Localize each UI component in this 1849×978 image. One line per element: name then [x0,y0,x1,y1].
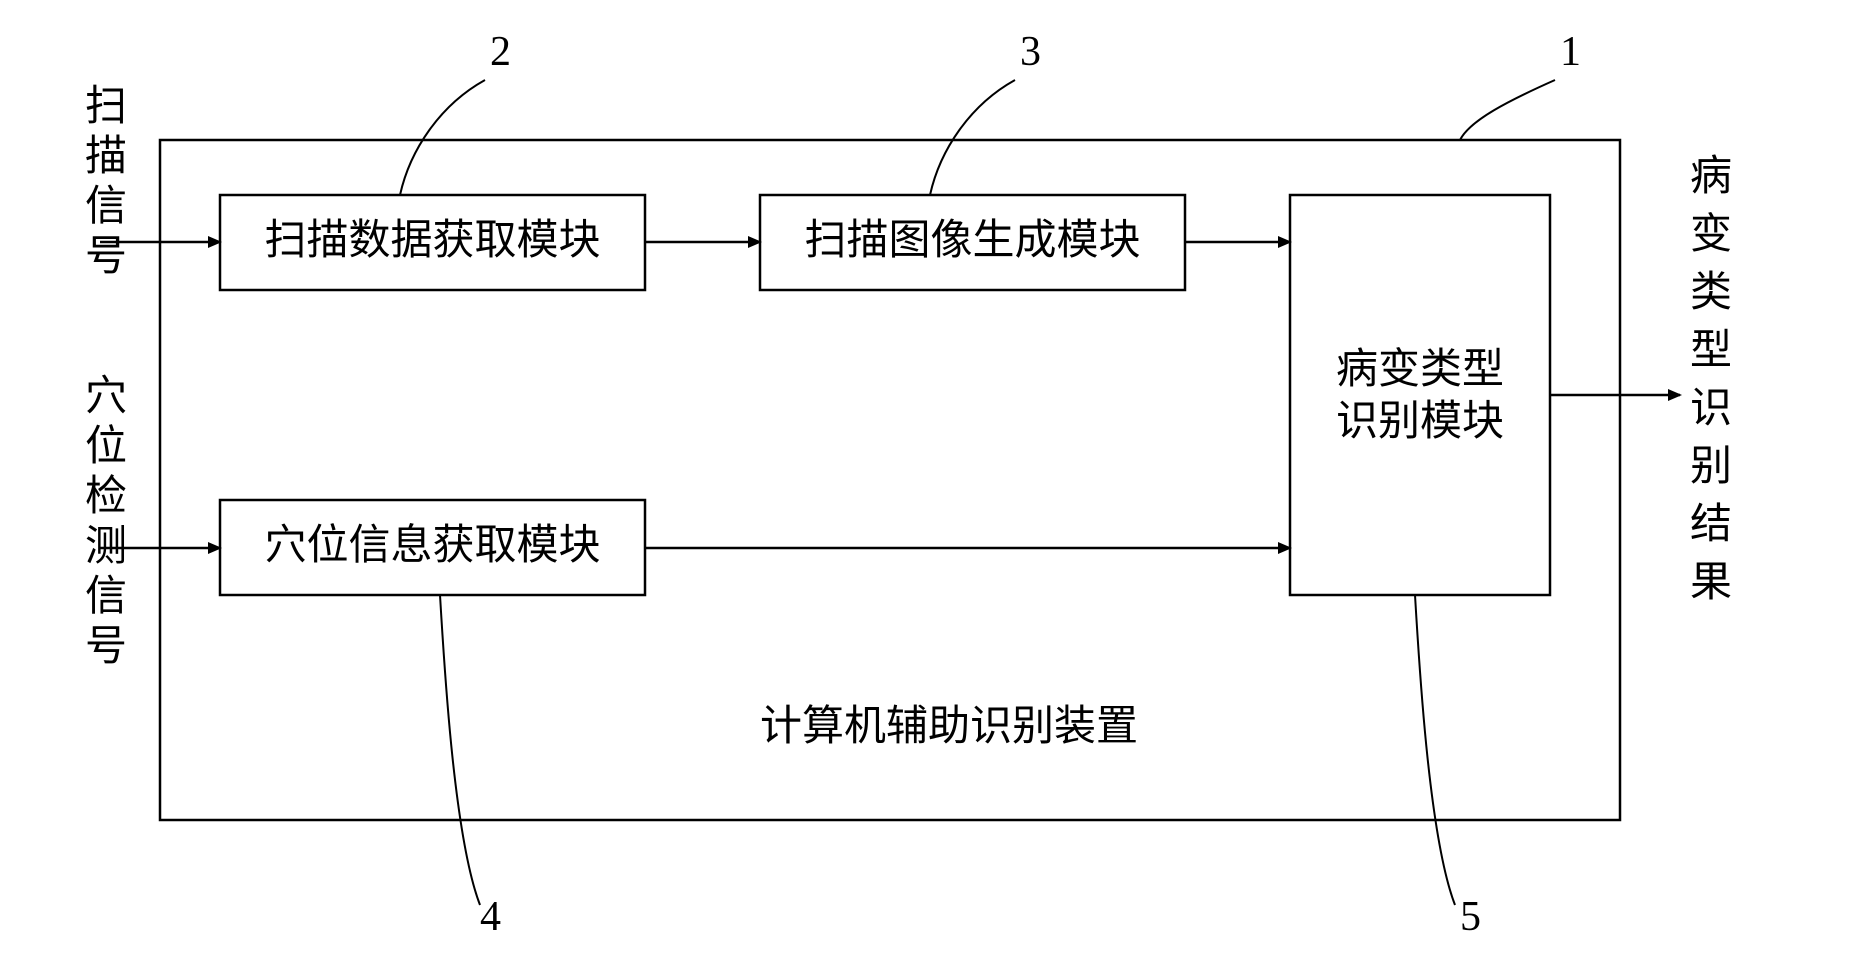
scan-data-label: 扫描数据获取模块 [264,218,600,264]
acupoint-module: 穴位信息获取模块 [220,500,645,595]
svg-text:描: 描 [85,134,127,180]
svg-text:号: 号 [85,234,127,280]
leader-3 [930,80,1015,195]
svg-text:信: 信 [85,574,127,620]
svg-text:别: 别 [1690,444,1732,490]
svg-text:穴: 穴 [85,374,127,420]
svg-text:变: 变 [1690,211,1732,258]
ref-number-1: 1 [1560,29,1581,75]
svg-text:果: 果 [1690,560,1732,606]
scan-data-module: 扫描数据获取模块 [220,195,645,290]
ref-number-2: 2 [490,29,511,75]
acupoint-label: 穴位信息获取模块 [264,522,600,569]
leader-5 [1415,595,1455,905]
lesion-label-line1: 病变类型 [1336,346,1504,393]
svg-text:型: 型 [1690,328,1732,374]
output-label-result: 病变类型识别结果 [1690,154,1732,606]
svg-text:位: 位 [85,423,127,470]
svg-text:号: 号 [85,624,127,670]
svg-text:识: 识 [1690,386,1732,432]
ref-number-5: 5 [1460,894,1481,940]
svg-text:检: 检 [85,473,127,520]
leader-2 [400,80,485,195]
svg-text:信: 信 [85,184,127,230]
device-caption: 计算机辅助识别装置 [760,704,1138,750]
svg-text:病: 病 [1690,154,1732,200]
lesion-type-module: 病变类型 识别模块 [1290,195,1550,595]
ref-number-4: 4 [480,894,501,940]
ref-number-3: 3 [1020,29,1041,75]
svg-text:测: 测 [85,524,127,570]
lesion-label-line2: 识别模块 [1336,399,1504,445]
svg-text:结: 结 [1690,502,1732,548]
scan-image-module: 扫描图像生成模块 [760,195,1185,290]
input-label-acupoint-signal: 穴位检测信号 [85,374,127,670]
svg-text:类: 类 [1690,270,1732,316]
svg-text:扫: 扫 [85,84,127,130]
input-label-scan-signal: 扫描信号 [85,84,127,280]
scan-image-label: 扫描图像生成模块 [804,218,1140,264]
leader-4 [440,595,480,905]
leader-1 [1460,80,1555,140]
